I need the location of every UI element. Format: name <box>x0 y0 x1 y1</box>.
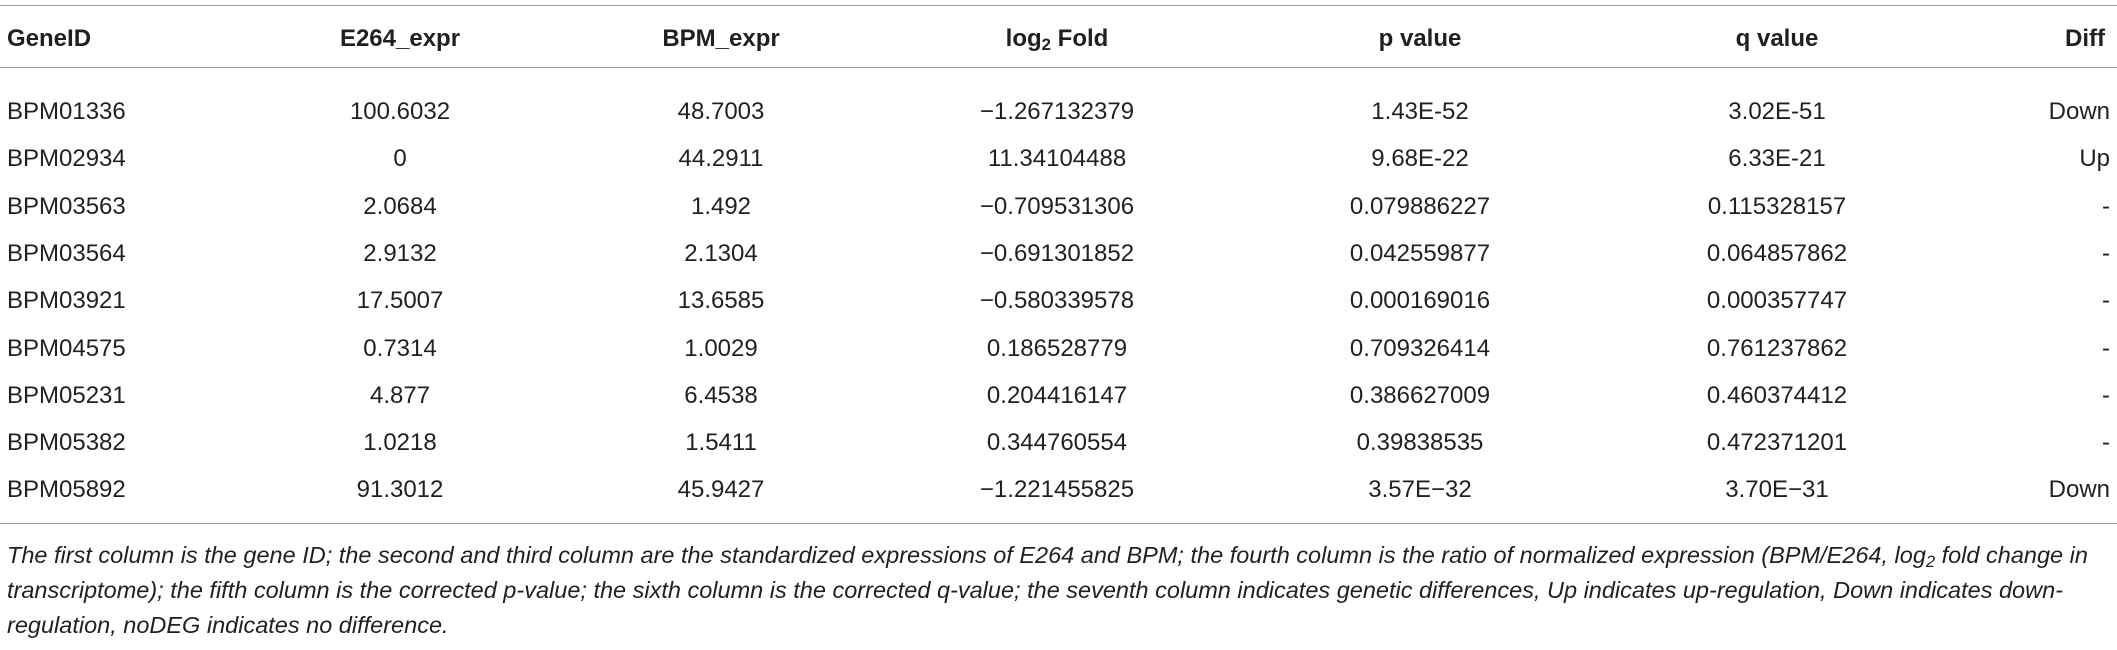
table-cell: 2.9132 <box>363 239 437 267</box>
subscript: 2 <box>1925 553 1936 571</box>
table-cell: - <box>2102 239 2110 267</box>
table-cell: 0.204416147 <box>986 381 1128 409</box>
table-cell: 9.68E-22 <box>1371 145 1469 173</box>
table-cell: Up <box>2079 145 2110 173</box>
table-cell: 1.5411 <box>685 429 757 457</box>
table-cell: 0 <box>393 145 407 173</box>
table-cell: 17.5007 <box>356 287 444 315</box>
table-cell: 44.2911 <box>678 145 764 173</box>
table-cell: 2.0684 <box>363 192 437 220</box>
table-cell: 45.9427 <box>677 476 765 504</box>
table-cell: - <box>2102 429 2110 457</box>
table-cell: 0.761237862 <box>1706 334 1848 362</box>
table-cell: - <box>2102 287 2110 315</box>
header-rule <box>0 67 2117 68</box>
table-cell: −1.221455825 <box>979 476 1135 504</box>
gene-id: BPM02934 <box>7 145 126 173</box>
table-cell: 11.34104488 <box>987 145 1127 173</box>
column-header: Diff <box>2065 25 2105 52</box>
table-cell: 0.079886227 <box>1349 192 1491 220</box>
table-cell: 48.7003 <box>677 98 765 125</box>
table-cell: −0.580339578 <box>979 287 1135 315</box>
bottom-rule <box>0 523 2117 524</box>
table-cell: 0.472371201 <box>1706 429 1848 457</box>
gene-id: BPM03563 <box>7 192 126 220</box>
table-cell: 3.57E−32 <box>1368 476 1472 504</box>
table-cell: 3.70E−31 <box>1725 476 1829 504</box>
table-cell: 0.186528779 <box>986 334 1128 362</box>
column-header: BPM_expr <box>662 25 780 52</box>
gene-id: BPM05892 <box>7 476 126 504</box>
table-cell: 0.000357747 <box>1706 287 1848 315</box>
table-caption: The first column is the gene ID; the sec… <box>7 538 2112 643</box>
text-part: fold change in transcriptome); the fifth… <box>7 542 2088 638</box>
table-cell: - <box>2102 381 2110 409</box>
table-cell: 6.33E-21 <box>1728 145 1826 173</box>
table-cell: Down <box>2048 98 2110 125</box>
column-header: q value <box>1735 25 1819 52</box>
table-cell: −0.709531306 <box>979 192 1135 220</box>
gene-id: BPM01336 <box>7 98 126 125</box>
table-cell: 0.042559877 <box>1349 239 1491 267</box>
table-cell: Down <box>2048 476 2110 504</box>
table-cell: 6.4538 <box>684 381 758 409</box>
table-cell: 100.6032 <box>349 98 451 125</box>
column-header: GeneID <box>7 25 92 52</box>
table-cell: 0.115328157 <box>1707 192 1847 220</box>
table-cell: - <box>2102 334 2110 362</box>
table-cell: 0.344760554 <box>986 429 1128 457</box>
table-cell: −1.267132379 <box>979 98 1135 125</box>
table-cell: 13.6585 <box>677 287 765 315</box>
text-part: The first column is the gene ID; the sec… <box>7 542 1926 568</box>
column-header: E264_expr <box>339 25 461 52</box>
top-rule <box>0 5 2117 6</box>
table-cell: 1.0029 <box>684 334 758 362</box>
table-cell: 3.02E-51 <box>1728 98 1826 125</box>
gene-id: BPM03921 <box>7 287 126 315</box>
table-cell: 0.7314 <box>363 334 437 362</box>
table-cell: 0.709326414 <box>1349 334 1491 362</box>
table-cell: 0.064857862 <box>1706 239 1848 267</box>
table-cell: - <box>2102 192 2110 220</box>
text-part: log <box>1005 25 1042 52</box>
gene-id: BPM05231 <box>7 381 126 409</box>
text-part: Fold <box>1051 25 1109 52</box>
table-cell: 1.492 <box>690 192 752 220</box>
gene-id: BPM05382 <box>7 429 126 457</box>
table-cell: 0.386627009 <box>1349 381 1491 409</box>
table-cell: 4.877 <box>369 381 431 409</box>
table-cell: 1.0218 <box>363 429 437 457</box>
subscript: 2 <box>1041 35 1052 54</box>
table-cell: −0.691301852 <box>979 239 1135 267</box>
gene-id: BPM03564 <box>7 239 126 267</box>
table-cell: 1.43E-52 <box>1371 98 1469 125</box>
column-header: log2 Fold <box>1006 24 1109 54</box>
table-cell: 0.000169016 <box>1349 287 1491 315</box>
gene-id: BPM04575 <box>7 334 126 362</box>
table-cell: 0.460374412 <box>1706 381 1848 409</box>
table-cell: 2.1304 <box>684 239 758 267</box>
table-cell: 91.3012 <box>356 476 444 504</box>
column-header: p value <box>1378 25 1462 52</box>
table-cell: 0.39838535 <box>1356 429 1484 457</box>
